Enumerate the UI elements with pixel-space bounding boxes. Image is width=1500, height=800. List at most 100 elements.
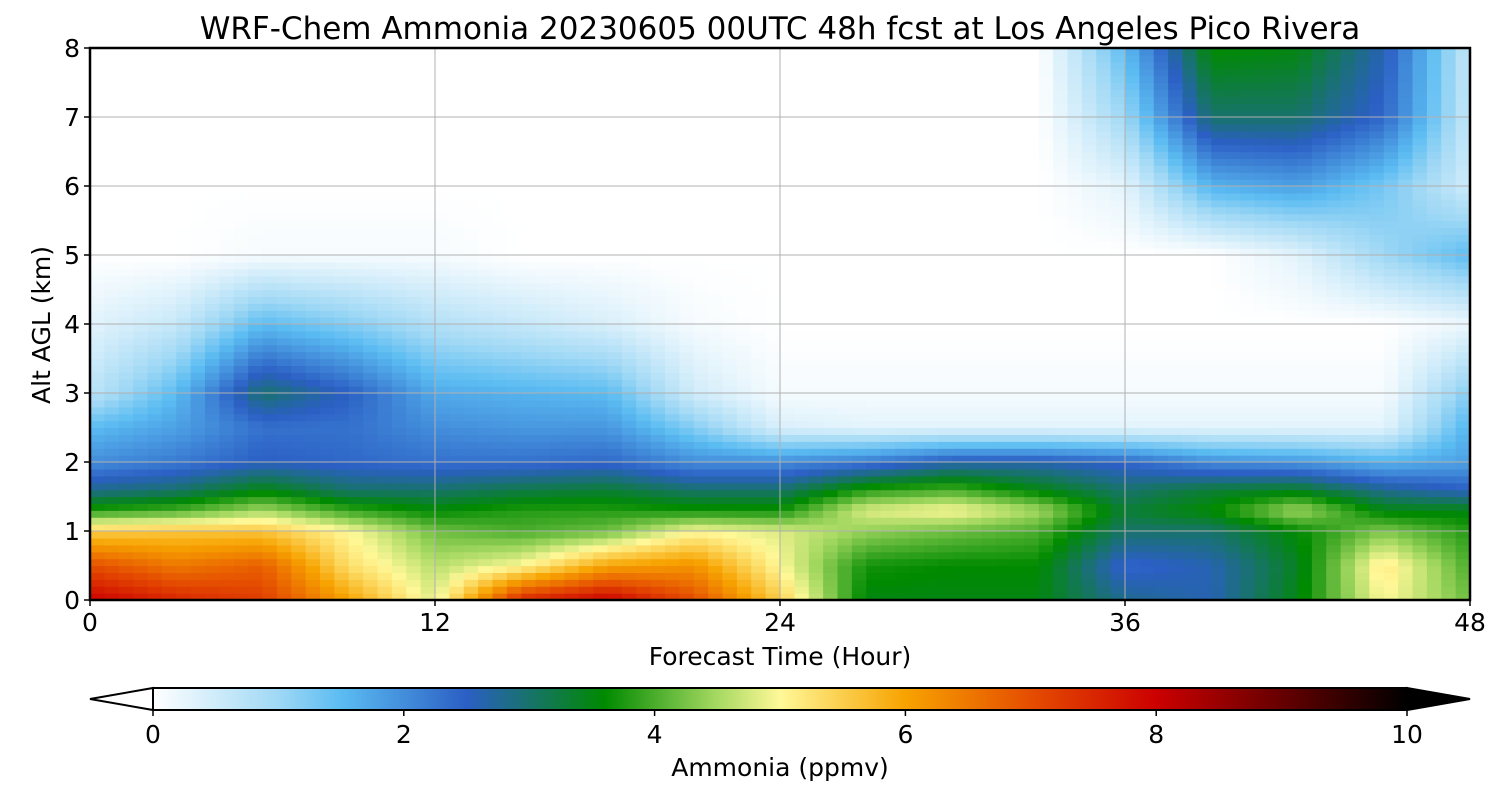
heatmap-cell — [636, 275, 652, 284]
heatmap-cell — [636, 517, 652, 525]
heatmap-cell — [291, 441, 307, 449]
heatmap-cell — [1139, 399, 1155, 408]
heatmap-cell — [1168, 303, 1184, 311]
heatmap-cell — [391, 565, 407, 573]
heatmap-cell — [780, 427, 795, 435]
heatmap-cell — [708, 455, 724, 463]
heatmap-cell — [205, 275, 220, 284]
heatmap-cell — [1383, 324, 1399, 332]
heatmap-cell — [952, 386, 968, 394]
heatmap-cell — [1297, 544, 1313, 553]
heatmap-cell — [1240, 565, 1255, 573]
heatmap-cell — [952, 365, 968, 373]
heatmap-cell — [1398, 379, 1414, 387]
heatmap-cell — [823, 365, 839, 373]
heatmap-cell — [133, 455, 149, 463]
heatmap-cell — [578, 586, 594, 594]
heatmap-cell — [607, 303, 623, 311]
heatmap-cell — [190, 489, 206, 498]
heatmap-cell — [938, 330, 954, 339]
heatmap-cell — [736, 475, 752, 484]
heatmap-cell — [593, 372, 609, 380]
heatmap-cell — [564, 475, 580, 484]
heatmap-cell — [305, 551, 321, 560]
heatmap-cell — [722, 372, 738, 380]
heatmap-cell — [1168, 268, 1184, 277]
heatmap-cell — [851, 379, 867, 387]
heatmap-cell — [665, 399, 680, 408]
heatmap-cell — [909, 317, 925, 325]
heatmap-cell — [506, 482, 522, 491]
heatmap-cell — [665, 455, 680, 463]
heatmap-cell — [449, 372, 465, 380]
heatmap-cell — [363, 255, 379, 263]
heatmap-cell — [449, 593, 465, 600]
heatmap-cell — [938, 441, 954, 449]
heatmap-cell — [981, 289, 997, 297]
heatmap-cell — [823, 324, 839, 332]
heatmap-cell — [492, 275, 508, 284]
heatmap-cell — [1038, 441, 1054, 449]
heatmap-cell — [391, 317, 407, 325]
heatmap-cell — [161, 310, 177, 318]
heatmap-cell — [1297, 379, 1313, 387]
heatmap-cell — [1426, 399, 1442, 408]
heatmap-cell — [607, 586, 623, 594]
heatmap-cell — [780, 551, 795, 560]
heatmap-cell — [808, 551, 824, 560]
heatmap-cell — [1225, 399, 1241, 408]
heatmap-cell — [837, 413, 853, 422]
heatmap-cell — [1369, 572, 1385, 580]
heatmap-cell — [391, 406, 407, 415]
heatmap-cell — [650, 593, 666, 600]
heatmap-cell — [1096, 544, 1112, 553]
heatmap-cell — [1326, 358, 1342, 366]
heatmap-cell — [650, 517, 666, 525]
heatmap-cell — [104, 310, 120, 318]
heatmap-cell — [161, 544, 177, 553]
heatmap-cell — [233, 241, 249, 249]
heatmap-cell — [205, 248, 220, 256]
heatmap-cell — [564, 434, 580, 442]
heatmap-cell — [1426, 441, 1442, 449]
heatmap-cell — [1038, 358, 1054, 366]
heatmap-cell — [1139, 510, 1155, 518]
heatmap-cell — [1283, 441, 1299, 449]
heatmap-cell — [722, 248, 738, 256]
heatmap-cell — [406, 455, 422, 463]
heatmap-cell — [1182, 386, 1198, 394]
heatmap-cell — [377, 379, 393, 387]
heatmap-cell — [1110, 482, 1126, 491]
heatmap-cell — [1096, 268, 1112, 277]
heatmap-cell — [895, 593, 910, 600]
heatmap-cell — [535, 593, 551, 600]
heatmap-cell — [420, 551, 436, 560]
heatmap-cell — [435, 572, 450, 580]
heatmap-cell — [981, 531, 997, 539]
heatmap-cell — [636, 241, 652, 249]
heatmap-cell — [406, 558, 422, 567]
heatmap-cell — [765, 413, 781, 422]
heatmap-cell — [923, 462, 939, 470]
heatmap-cell — [1240, 468, 1255, 477]
heatmap-cell — [895, 524, 910, 532]
heatmap-cell — [593, 303, 609, 311]
heatmap-cell — [1340, 337, 1356, 346]
heatmap-cell — [90, 565, 105, 573]
heatmap-cell — [320, 317, 335, 325]
heatmap-cell — [1096, 261, 1112, 270]
heatmap-cell — [420, 275, 436, 284]
heatmap-cell — [1283, 324, 1299, 332]
heatmap-cell — [435, 503, 450, 511]
heatmap-cell — [1182, 330, 1198, 339]
heatmap-cell — [1455, 289, 1470, 297]
heatmap-cell — [276, 351, 292, 360]
heatmap-cell — [219, 420, 235, 429]
heatmap-cell — [866, 517, 882, 525]
heatmap-cell — [851, 358, 867, 366]
heatmap-cell — [851, 455, 867, 463]
heatmap-cell — [780, 241, 795, 249]
heatmap-cell — [1455, 586, 1470, 594]
heatmap-cell — [104, 337, 120, 346]
heatmap-cell — [895, 462, 910, 470]
